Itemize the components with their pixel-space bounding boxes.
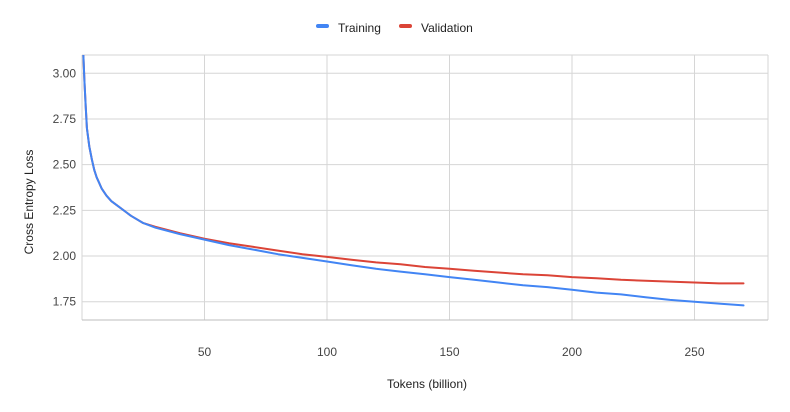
- y-tick-label: 2.00: [53, 249, 77, 263]
- y-tick-label: 2.25: [53, 203, 77, 217]
- series-line-validation: [82, 55, 745, 285]
- y-tick-label: 2.50: [53, 158, 77, 172]
- y-axis-title: Cross Entropy Loss: [22, 150, 36, 255]
- x-tick-label: 250: [684, 345, 704, 359]
- grid: [81, 54, 769, 321]
- y-tick-label: 2.75: [53, 112, 77, 126]
- legend-label-validation: Validation: [421, 21, 473, 35]
- legend-label-training: Training: [338, 21, 381, 35]
- x-tick-label: 100: [317, 345, 337, 359]
- y-tick-label: 3.00: [53, 66, 77, 80]
- legend-swatch-validation: [399, 24, 412, 28]
- x-tick-label: 150: [439, 345, 459, 359]
- legend: Training Validation: [316, 21, 473, 35]
- legend-swatch-training: [316, 24, 329, 28]
- x-axis-title: Tokens (billion): [387, 377, 467, 391]
- series-lines: [82, 55, 745, 307]
- y-tick-label: 1.75: [53, 295, 77, 309]
- x-axis-ticks: 50 100 150 200 250: [198, 345, 705, 359]
- y-axis-ticks: 1.75 2.00 2.25 2.50 2.75 3.00: [53, 66, 77, 308]
- series-line-training: [82, 55, 745, 307]
- x-tick-label: 50: [198, 345, 212, 359]
- x-tick-label: 200: [562, 345, 582, 359]
